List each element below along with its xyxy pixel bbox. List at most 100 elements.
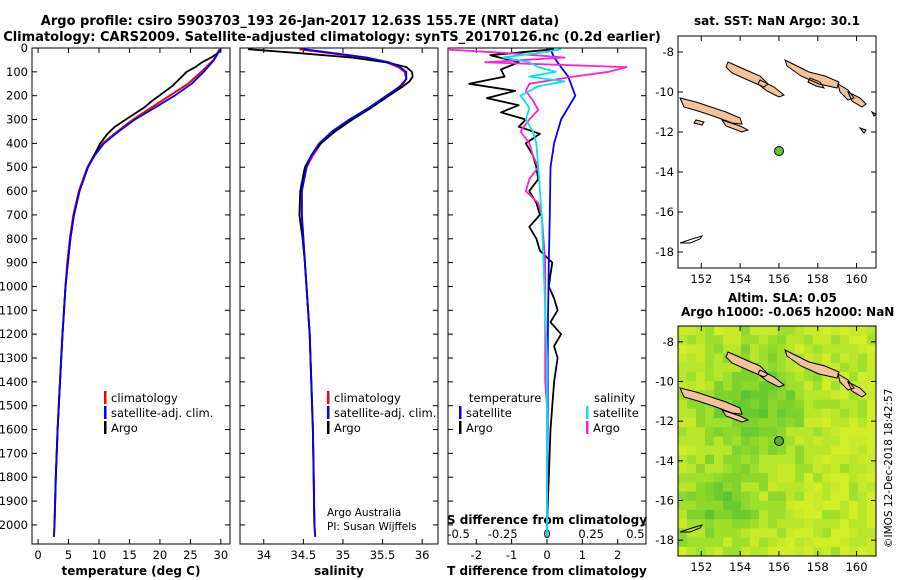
sla-cell [741,390,751,400]
sla-cell [741,546,751,556]
sla-cell [750,473,760,483]
sla-cell [714,362,724,373]
sla-cell [696,482,706,492]
sla-cell [750,418,760,428]
depth-tick-label: 1500 [0,399,28,413]
sla-cell [759,362,769,373]
coastline-south [679,235,704,244]
sla-cell [804,546,814,556]
legend-label-climatology: climatology [111,391,178,405]
depth-tick-label: 800 [6,232,28,246]
sla-cell [867,546,876,556]
sla-cell [732,445,742,455]
imos-stamp: ©IMOS 12-Dec-2018 18:42:57 [883,389,895,548]
sla-cell [822,335,832,345]
sla-cell [795,464,805,474]
sla-cell [831,344,841,354]
sla-cell [831,353,841,363]
sla-cell [795,546,805,556]
sla-cell [732,454,742,465]
sla-cell [777,454,787,465]
sla-cell [795,454,805,465]
series-line-argo [53,48,222,525]
series-line-argo [247,48,414,525]
sla-cell [696,519,706,529]
sla-cell [714,482,724,492]
sla-cell [768,537,778,547]
difference-series [448,48,628,537]
sla-cell [741,491,751,501]
sla-cell [831,445,841,455]
x-tick-label: 1 [579,548,586,562]
sla-cell [867,362,876,373]
sla-cell [759,445,769,455]
sla-cell [858,436,868,446]
sla-cell [777,445,787,455]
sla-cell [795,390,805,400]
sla-cell [723,482,733,492]
sla-cell [858,528,868,538]
sla-cell [858,408,868,419]
x-tick-label: 0 [543,548,550,562]
sla-cell [786,408,796,419]
sla-cell [705,362,715,373]
sla-cell [768,491,778,501]
sla-cell [768,482,778,492]
sla-cell [768,546,778,556]
sla-cell [750,390,760,400]
sla-cell [768,344,778,354]
sla-cell [687,344,697,354]
sla-cell [840,491,850,501]
sla-cell [858,427,868,437]
sla-cell [759,546,769,556]
sla-cell [831,390,841,400]
sla-cell [696,362,706,373]
x-tick-label: 15 [122,548,137,562]
sla-cell [759,381,769,391]
sla-cell [858,482,868,492]
sla-cell [804,482,814,492]
sla-cell [750,546,760,556]
sla-cell [732,344,742,354]
sla-cell [723,464,733,474]
sla-cell [750,326,760,336]
sla-cell [705,546,715,556]
sla-cell [858,353,868,363]
sla-cell [696,344,706,354]
coastline-bougainville [679,97,743,125]
map-x-tick-label: 158 [807,560,829,574]
sla-cell [840,335,850,345]
sla-cell [714,510,724,520]
tick-marks [32,47,646,526]
sla-cell [723,510,733,520]
depth-tick-label: 1400 [0,375,28,389]
sla-cell [732,491,742,501]
title-line-1: Argo profile: csiro 5903703_193 26-Jan-2… [41,14,559,29]
sla-cell [768,427,778,437]
legend-swatch-climatology [327,391,330,404]
sla-cell [822,454,832,465]
legend-label-s-satellite: satellite [593,406,639,420]
depth-tick-label: 1300 [0,351,28,365]
sla-cell [714,546,724,556]
sla-cell [795,473,805,483]
sla-cell [687,519,697,529]
sla-cell [705,445,715,455]
map-y-tick-label: -14 [655,165,674,179]
sla-cell [831,482,841,492]
legend-label-t-argo: Argo [466,421,493,435]
sla-cell [786,362,796,373]
sla-cell [849,390,859,400]
sla-cell [858,473,868,483]
sla-cell [831,464,841,474]
sla-cell [687,399,697,409]
sla-cell [723,427,733,437]
sla-cell [759,427,769,437]
sla-cell [840,510,850,520]
sla-cell [840,353,850,363]
sla-cell [705,335,715,345]
sla-cell [714,436,724,446]
sla-cell [804,500,814,511]
sla-cell [705,326,715,336]
sla-cell [804,427,814,437]
